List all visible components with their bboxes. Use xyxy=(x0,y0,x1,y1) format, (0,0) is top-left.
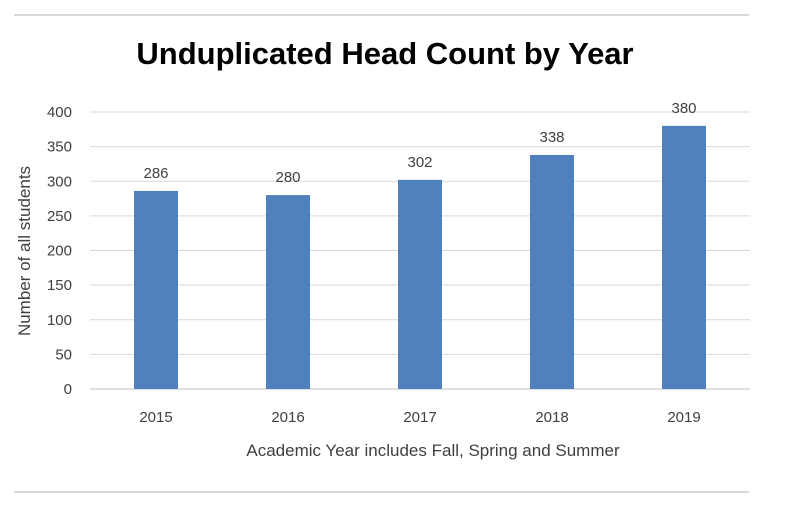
x-tick-label: 2015 xyxy=(139,409,172,426)
x-axis-ticks: 2015 2016 2017 2018 2019 xyxy=(139,409,700,426)
y-tick-label: 250 xyxy=(47,208,72,225)
x-tick-label: 2019 xyxy=(667,409,700,426)
x-tick-label: 2017 xyxy=(403,409,436,426)
y-axis-label: Number of all students xyxy=(15,166,34,336)
y-tick-label: 100 xyxy=(47,312,72,329)
x-tick-label: 2018 xyxy=(535,409,568,426)
x-axis-label: Academic Year includes Fall, Spring and … xyxy=(246,441,620,460)
data-label: 338 xyxy=(539,129,564,146)
y-tick-label: 50 xyxy=(55,346,72,363)
y-tick-label: 400 xyxy=(47,104,72,121)
y-axis-ticks: 0 50 100 150 200 250 300 350 400 xyxy=(47,104,72,398)
y-tick-label: 350 xyxy=(47,139,72,156)
data-label: 286 xyxy=(143,165,168,182)
x-tick-label: 2016 xyxy=(271,409,304,426)
y-tick-label: 0 xyxy=(64,381,72,398)
data-label: 302 xyxy=(407,154,432,171)
data-labels: 286 280 302 338 380 xyxy=(143,100,696,186)
bar xyxy=(662,125,706,389)
y-tick-label: 300 xyxy=(47,173,72,190)
bar xyxy=(530,154,574,389)
data-label: 380 xyxy=(671,100,696,117)
bar xyxy=(134,190,178,389)
y-tick-label: 200 xyxy=(47,243,72,260)
y-tick-label: 150 xyxy=(47,277,72,294)
bars xyxy=(134,125,706,389)
data-label: 280 xyxy=(275,169,300,186)
bar xyxy=(266,195,310,389)
chart-title: Unduplicated Head Count by Year xyxy=(136,36,633,71)
bar xyxy=(398,179,442,389)
